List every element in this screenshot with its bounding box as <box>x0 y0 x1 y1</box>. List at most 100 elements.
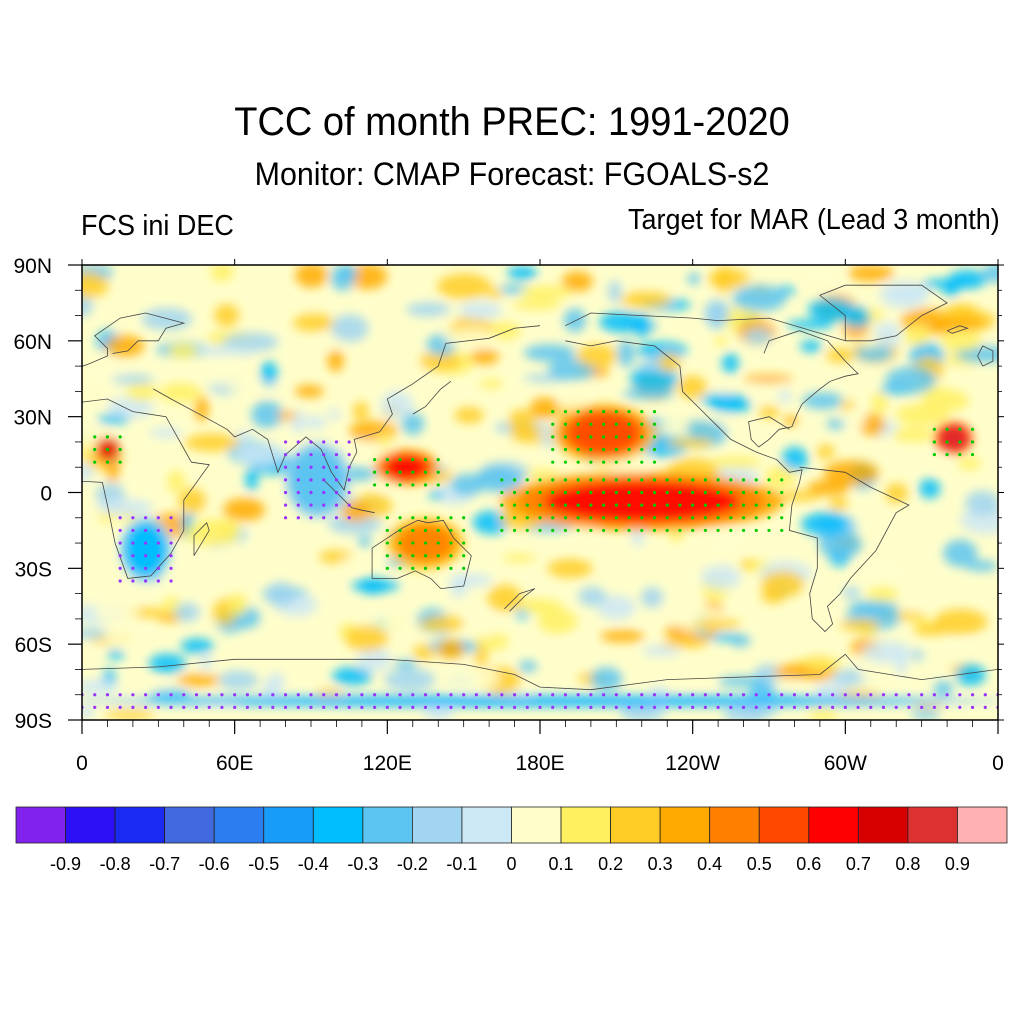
significance-dot <box>512 528 517 533</box>
significance-dot <box>500 503 504 507</box>
significance-dot <box>754 503 758 507</box>
significance-dot <box>551 410 555 414</box>
significance-dot <box>970 440 975 444</box>
significance-dot <box>627 435 631 439</box>
significance-dot <box>322 452 326 457</box>
significance-dot <box>538 490 542 495</box>
field-cell <box>920 278 974 289</box>
significance-dot <box>907 693 911 697</box>
significance-dot <box>640 478 644 482</box>
colorbar-box <box>808 806 859 844</box>
significance-dot <box>602 460 606 464</box>
field-cell <box>199 656 214 670</box>
field-cell <box>167 470 185 493</box>
significance-dot <box>843 705 847 709</box>
significance-dot <box>385 554 389 558</box>
significance-dot <box>602 693 606 697</box>
field-cell <box>829 496 848 511</box>
significance-dot <box>640 503 644 507</box>
significance-dot <box>678 478 682 482</box>
significance-dot <box>767 516 771 520</box>
field-cell <box>474 644 488 671</box>
significance-dot <box>283 516 288 520</box>
significance-dot <box>474 705 478 709</box>
significance-dot <box>652 503 657 507</box>
field-cell <box>406 302 451 317</box>
significance-dot <box>512 705 517 709</box>
significance-dot <box>118 447 122 452</box>
field-cell <box>937 318 986 329</box>
field-cell <box>743 374 794 384</box>
field-cell <box>843 586 861 599</box>
significance-dot <box>500 705 504 709</box>
significance-dot <box>652 422 657 426</box>
field-cell <box>351 579 400 593</box>
colorbar-label: -0.9 <box>50 854 81 874</box>
significance-dot <box>385 516 389 520</box>
field-cell <box>957 457 982 470</box>
significance-dot <box>423 458 428 462</box>
significance-dot <box>780 705 784 709</box>
field-cell <box>185 518 241 547</box>
significance-dot <box>309 693 313 697</box>
significance-dot <box>525 516 529 520</box>
field-cell <box>939 330 982 352</box>
significance-dot <box>105 693 110 697</box>
significance-dot <box>563 490 568 495</box>
significance-dot <box>754 528 758 533</box>
significance-dot <box>296 490 300 495</box>
field-cell <box>885 366 937 394</box>
feature-equatorial-central-pacific <box>543 480 740 522</box>
colorbar-label: -0.7 <box>149 854 180 874</box>
field-cell <box>82 462 93 482</box>
significance-dot <box>932 452 936 457</box>
field-cell <box>413 644 435 660</box>
significance-dot <box>296 452 300 457</box>
field-cell <box>520 285 573 300</box>
significance-dot <box>894 693 898 697</box>
field-cell <box>660 414 689 436</box>
field-cell <box>180 638 214 654</box>
significance-dot <box>589 516 593 520</box>
significance-dot <box>449 566 453 570</box>
x-tick-label: 120E <box>363 752 412 775</box>
significance-dot <box>538 478 542 482</box>
significance-dot <box>741 478 746 482</box>
significance-dot <box>474 693 478 697</box>
field-cell <box>294 384 325 398</box>
coastline <box>565 340 910 633</box>
significance-dot <box>640 422 644 426</box>
significance-dot <box>131 705 135 709</box>
colorbar-label: 0.6 <box>796 854 821 874</box>
significance-dot <box>347 503 351 507</box>
right-string: Target for MAR (Lead 3 month) <box>628 204 1000 236</box>
field-cell <box>658 352 681 372</box>
colorbar-label: 0.8 <box>895 854 920 874</box>
significance-dot <box>614 516 618 520</box>
field-cell <box>635 312 649 339</box>
field-cell <box>345 624 389 652</box>
colorbar-label: 0.1 <box>549 854 574 874</box>
field-cell <box>839 400 855 411</box>
significance-dot <box>780 503 784 507</box>
significance-dot <box>144 579 148 583</box>
coastline <box>977 345 994 367</box>
significance-dot <box>576 422 580 426</box>
colorbar-box <box>907 806 958 844</box>
significance-dot <box>945 705 949 709</box>
field-cell <box>340 501 371 523</box>
significance-dot <box>602 422 606 426</box>
field-cell <box>699 393 747 406</box>
significance-dot <box>283 452 288 457</box>
significance-dot <box>602 705 606 709</box>
significance-dot <box>703 516 707 520</box>
field-cell <box>640 587 664 609</box>
significance-dot <box>411 458 415 462</box>
field-cell <box>943 539 978 567</box>
significance-dot <box>398 470 402 474</box>
field-cell <box>82 271 109 299</box>
field-cell <box>295 265 329 288</box>
field-cell <box>82 294 93 317</box>
significance-dot <box>322 440 326 444</box>
significance-dot <box>741 490 746 495</box>
